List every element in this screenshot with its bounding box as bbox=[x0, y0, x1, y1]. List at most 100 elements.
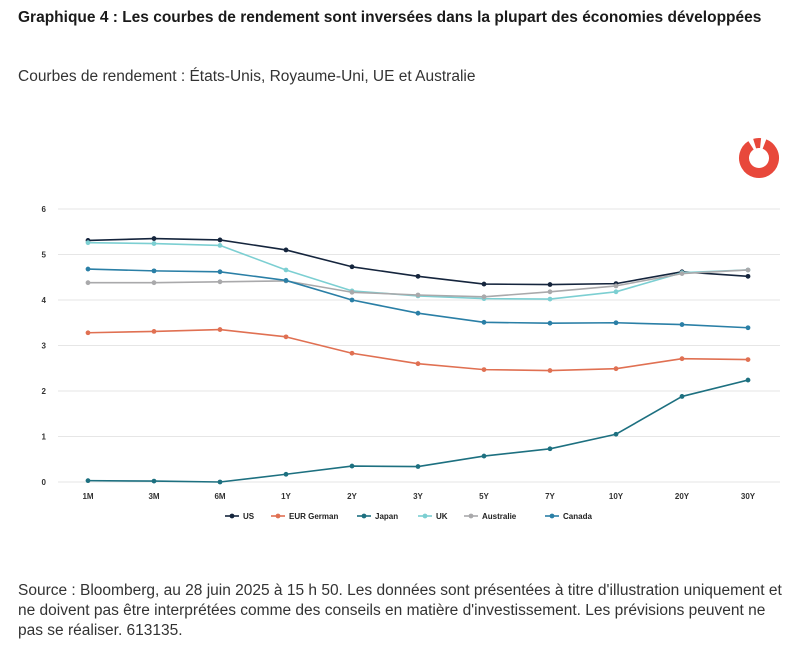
data-point bbox=[547, 289, 553, 295]
legend-item: Australie bbox=[464, 512, 517, 521]
data-point bbox=[85, 266, 91, 272]
x-tick-label: 1M bbox=[82, 492, 93, 501]
data-point bbox=[613, 283, 619, 289]
legend-label: US bbox=[243, 512, 255, 521]
x-tick-label: 2Y bbox=[347, 492, 357, 501]
data-point bbox=[415, 273, 421, 279]
data-point bbox=[349, 289, 355, 295]
data-point bbox=[415, 310, 421, 316]
data-point bbox=[217, 479, 223, 485]
series-eur-german bbox=[85, 327, 751, 373]
data-point bbox=[217, 269, 223, 275]
chart-subtitle: Courbes de rendement : États-Unis, Royau… bbox=[18, 68, 476, 85]
data-point bbox=[745, 377, 751, 383]
y-tick-label: 2 bbox=[42, 387, 47, 396]
y-tick-label: 0 bbox=[42, 478, 47, 487]
data-point bbox=[415, 464, 421, 469]
data-point bbox=[679, 322, 685, 327]
data-point bbox=[679, 394, 685, 399]
data-point bbox=[349, 297, 355, 303]
data-point bbox=[613, 366, 619, 372]
data-point bbox=[481, 367, 487, 373]
source-note: Source : Bloomberg, au 28 juin 2025 à 15… bbox=[18, 582, 782, 639]
x-tick-label: 7Y bbox=[545, 492, 555, 501]
legend-marker bbox=[422, 513, 428, 519]
legend-item: US bbox=[225, 512, 255, 521]
data-point bbox=[547, 320, 553, 326]
series-japan bbox=[85, 377, 751, 485]
legend-item: Japan bbox=[357, 512, 398, 521]
y-tick-label: 6 bbox=[42, 205, 47, 214]
data-point bbox=[151, 328, 157, 334]
data-point bbox=[217, 327, 223, 332]
x-tick-label: 10Y bbox=[609, 492, 624, 501]
chart-title: Graphique 4 : Les courbes de rendement s… bbox=[18, 9, 762, 26]
legend-item: EUR German bbox=[271, 512, 338, 521]
legend-label: Australie bbox=[482, 512, 517, 521]
data-point bbox=[745, 267, 751, 273]
data-point bbox=[349, 350, 355, 356]
data-point bbox=[85, 330, 91, 336]
series-canada bbox=[85, 266, 751, 331]
data-point bbox=[547, 282, 553, 287]
series-australie bbox=[85, 267, 751, 300]
data-point bbox=[217, 279, 223, 285]
data-point bbox=[547, 296, 553, 302]
data-point bbox=[613, 431, 619, 437]
data-point bbox=[283, 278, 289, 283]
data-point bbox=[745, 357, 751, 363]
legend-label: Japan bbox=[375, 512, 398, 521]
legend-marker bbox=[468, 513, 474, 519]
data-point bbox=[415, 292, 421, 298]
data-point bbox=[415, 361, 421, 367]
data-point bbox=[679, 271, 685, 277]
data-point bbox=[547, 446, 553, 452]
data-point bbox=[151, 280, 157, 286]
x-tick-label: 3M bbox=[148, 492, 159, 501]
x-tick-label: 30Y bbox=[741, 492, 756, 501]
data-point bbox=[151, 478, 157, 484]
legend-item: Canada bbox=[545, 512, 592, 521]
data-point bbox=[481, 453, 487, 459]
data-point bbox=[283, 471, 289, 477]
data-point bbox=[613, 320, 619, 326]
legend-marker bbox=[549, 513, 555, 519]
data-point bbox=[151, 241, 157, 246]
data-point bbox=[85, 478, 91, 484]
data-point bbox=[481, 281, 487, 287]
data-point bbox=[85, 240, 91, 246]
data-point bbox=[745, 273, 751, 279]
legend-item: UK bbox=[418, 512, 448, 521]
data-point bbox=[349, 463, 355, 469]
data-point bbox=[547, 368, 553, 373]
legend-label: EUR German bbox=[289, 512, 338, 521]
data-point bbox=[151, 268, 157, 274]
x-tick-label: 6M bbox=[214, 492, 225, 501]
data-point bbox=[217, 243, 223, 248]
data-point bbox=[283, 334, 289, 340]
x-tick-label: 3Y bbox=[413, 492, 423, 501]
legend-marker bbox=[229, 513, 235, 519]
data-point bbox=[679, 356, 685, 362]
y-tick-label: 4 bbox=[42, 296, 47, 305]
data-point bbox=[481, 319, 487, 325]
y-tick-label: 1 bbox=[42, 433, 47, 442]
data-point bbox=[349, 264, 355, 270]
data-point bbox=[613, 289, 619, 295]
data-point bbox=[283, 267, 289, 273]
data-point bbox=[151, 236, 157, 241]
y-tick-label: 3 bbox=[42, 342, 47, 351]
logo-icon bbox=[739, 138, 779, 178]
y-tick-label: 5 bbox=[42, 251, 47, 260]
data-point bbox=[283, 247, 289, 253]
x-tick-label: 20Y bbox=[675, 492, 690, 501]
legend-marker bbox=[361, 513, 367, 519]
x-tick-label: 5Y bbox=[479, 492, 489, 501]
yield-curve-chart: 0 1 2 3 4 5 6 1M 3M 6M 1Y 2Y 3Y 5Y 7Y 10Y 20Y 30Y US EUR G… bbox=[42, 138, 780, 521]
legend-marker bbox=[275, 513, 281, 519]
x-tick-label: 1Y bbox=[281, 492, 291, 501]
data-point bbox=[481, 294, 487, 300]
data-point bbox=[745, 325, 751, 331]
data-point bbox=[85, 280, 91, 286]
legend-label: Canada bbox=[563, 512, 592, 521]
